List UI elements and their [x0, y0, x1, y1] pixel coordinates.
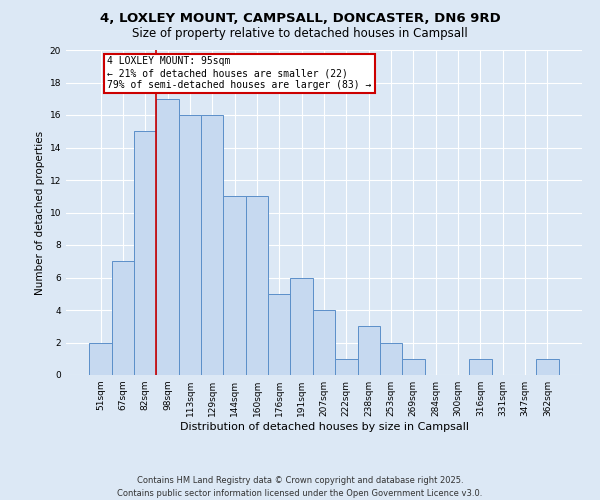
Bar: [268, 294, 290, 375]
Text: 4, LOXLEY MOUNT, CAMPSALL, DONCASTER, DN6 9RD: 4, LOXLEY MOUNT, CAMPSALL, DONCASTER, DN…: [100, 12, 500, 26]
Bar: [179, 115, 201, 375]
Bar: [201, 115, 223, 375]
Bar: [358, 326, 380, 375]
Y-axis label: Number of detached properties: Number of detached properties: [35, 130, 46, 294]
Bar: [246, 196, 268, 375]
Bar: [313, 310, 335, 375]
Text: Size of property relative to detached houses in Campsall: Size of property relative to detached ho…: [132, 28, 468, 40]
Text: 4 LOXLEY MOUNT: 95sqm
← 21% of detached houses are smaller (22)
79% of semi-deta: 4 LOXLEY MOUNT: 95sqm ← 21% of detached …: [107, 56, 371, 90]
Bar: [134, 131, 157, 375]
Bar: [402, 359, 425, 375]
Bar: [112, 261, 134, 375]
Bar: [290, 278, 313, 375]
Bar: [157, 99, 179, 375]
Bar: [380, 342, 402, 375]
Text: Contains HM Land Registry data © Crown copyright and database right 2025.
Contai: Contains HM Land Registry data © Crown c…: [118, 476, 482, 498]
Bar: [335, 359, 358, 375]
Bar: [536, 359, 559, 375]
Bar: [469, 359, 491, 375]
X-axis label: Distribution of detached houses by size in Campsall: Distribution of detached houses by size …: [179, 422, 469, 432]
Bar: [223, 196, 246, 375]
Bar: [89, 342, 112, 375]
